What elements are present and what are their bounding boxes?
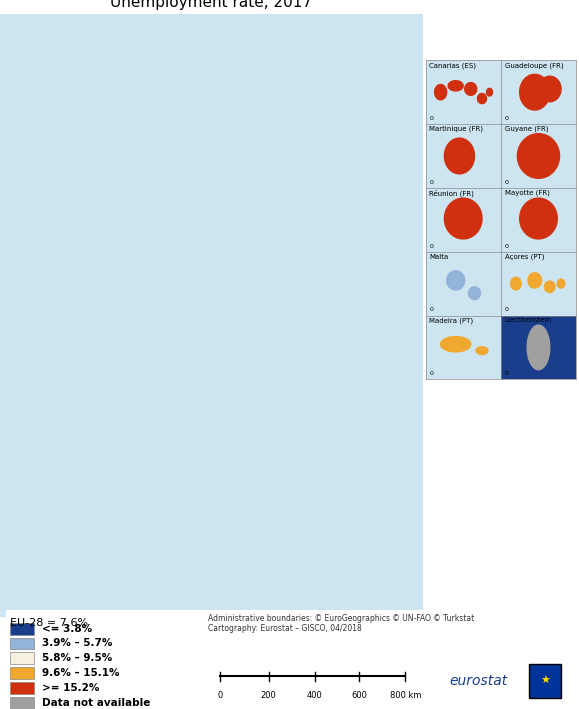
- Text: Malta: Malta: [430, 254, 449, 259]
- Text: 0: 0: [430, 116, 433, 121]
- Polygon shape: [445, 198, 482, 239]
- Polygon shape: [441, 337, 471, 352]
- Text: 200: 200: [261, 691, 277, 700]
- Text: Réunion (FR): Réunion (FR): [430, 190, 474, 197]
- Text: ★: ★: [540, 676, 550, 686]
- FancyBboxPatch shape: [10, 682, 34, 694]
- FancyBboxPatch shape: [10, 637, 34, 649]
- Text: 3.9% – 5.7%: 3.9% – 5.7%: [42, 639, 113, 649]
- Polygon shape: [465, 83, 477, 95]
- Polygon shape: [538, 77, 561, 101]
- Polygon shape: [520, 198, 557, 239]
- Text: 0: 0: [504, 307, 508, 312]
- FancyBboxPatch shape: [10, 667, 34, 679]
- FancyBboxPatch shape: [10, 652, 34, 664]
- Text: 5.8% – 9.5%: 5.8% – 9.5%: [42, 654, 112, 664]
- Polygon shape: [544, 281, 555, 293]
- Polygon shape: [528, 273, 541, 288]
- Text: 0: 0: [504, 179, 508, 184]
- Polygon shape: [478, 94, 486, 104]
- Text: 9.6% – 15.1%: 9.6% – 15.1%: [42, 669, 120, 679]
- Text: Açores (PT): Açores (PT): [504, 254, 544, 260]
- Polygon shape: [527, 325, 549, 369]
- Polygon shape: [448, 81, 463, 91]
- Text: 0: 0: [430, 179, 433, 184]
- FancyBboxPatch shape: [10, 623, 34, 635]
- Text: <= 3.8%: <= 3.8%: [42, 624, 93, 634]
- Text: 0: 0: [430, 243, 433, 249]
- Polygon shape: [518, 134, 559, 178]
- Text: EU-28 = 7.6%: EU-28 = 7.6%: [10, 618, 88, 627]
- Polygon shape: [468, 287, 481, 299]
- Text: 0: 0: [430, 371, 433, 376]
- Polygon shape: [558, 279, 565, 288]
- Text: Administrative boundaries: © EuroGeographics © UN-FAO © Turkstat
Cartography: Eu: Administrative boundaries: © EuroGeograp…: [208, 614, 475, 633]
- Text: Martinique (FR): Martinique (FR): [430, 126, 483, 133]
- Text: >= 15.2%: >= 15.2%: [42, 683, 100, 693]
- Text: 0: 0: [217, 691, 223, 700]
- Polygon shape: [476, 347, 488, 354]
- Text: Madeira (PT): Madeira (PT): [430, 318, 474, 324]
- Polygon shape: [511, 277, 521, 290]
- Text: 800 km: 800 km: [390, 691, 421, 700]
- Text: Guadeloupe (FR): Guadeloupe (FR): [504, 62, 563, 69]
- Text: Data not available: Data not available: [42, 698, 151, 708]
- Text: Guyane (FR): Guyane (FR): [504, 126, 548, 133]
- Text: 0: 0: [504, 371, 508, 376]
- FancyBboxPatch shape: [10, 697, 34, 709]
- Text: Liechtenstein: Liechtenstein: [504, 318, 552, 323]
- Text: 0: 0: [430, 307, 433, 312]
- Text: Mayotte (FR): Mayotte (FR): [504, 190, 549, 196]
- Text: 400: 400: [307, 691, 323, 700]
- Text: 0: 0: [504, 116, 508, 121]
- Text: 600: 600: [351, 691, 367, 700]
- Polygon shape: [445, 138, 475, 174]
- Polygon shape: [486, 89, 493, 96]
- Polygon shape: [435, 84, 446, 100]
- Polygon shape: [520, 74, 549, 110]
- Text: Canarias (ES): Canarias (ES): [430, 62, 477, 69]
- Text: eurostat: eurostat: [449, 674, 507, 688]
- FancyBboxPatch shape: [529, 664, 561, 698]
- Text: 0: 0: [504, 243, 508, 249]
- Title: Unemployment rate, 2017: Unemployment rate, 2017: [111, 0, 312, 10]
- Polygon shape: [446, 271, 465, 290]
